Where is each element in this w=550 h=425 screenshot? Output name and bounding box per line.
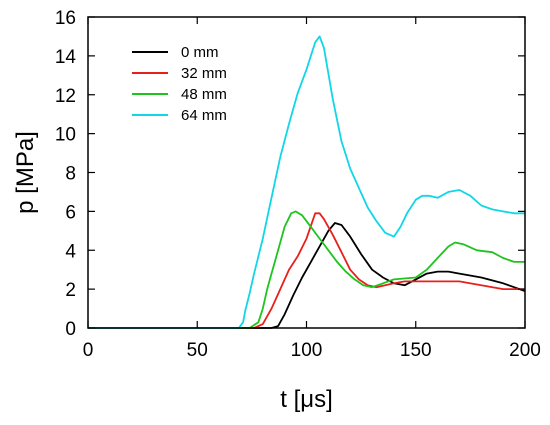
series-line [88,35,525,329]
series-line [88,222,526,329]
y-tick-label: 8 [65,164,76,185]
x-tick-label: 0 [83,340,94,361]
y-tick-label: 10 [55,125,76,146]
y-tick-label: 0 [65,319,76,340]
legend-label: 64 mm [181,107,227,124]
y-tick-label: 6 [65,202,76,223]
series-line [88,212,525,329]
legend: 0 mm 32 mm 48 mm 64 mm [132,44,227,124]
x-tick-label: 150 [400,340,432,361]
x-tick-label: 100 [291,340,323,361]
x-tick-label: 50 [187,340,208,361]
legend-label: 0 mm [181,44,219,61]
x-tick-label: 200 [509,340,541,361]
y-tick-label: 16 [55,8,76,29]
y-tick-label: 2 [65,280,76,301]
y-tick-label: 14 [55,47,77,68]
y-axis-label: p [MPa] [12,131,39,214]
ticks: 0 50 100 150 200 0 2 4 6 8 10 12 14 16 [55,8,541,361]
legend-label: 48 mm [181,86,227,103]
series-group [88,35,526,329]
y-tick-label: 12 [55,86,76,107]
legend-label: 32 mm [181,65,227,82]
y-tick-label: 4 [65,241,76,262]
series-line [88,210,525,329]
x-axis-label: t [μs] [280,386,333,413]
